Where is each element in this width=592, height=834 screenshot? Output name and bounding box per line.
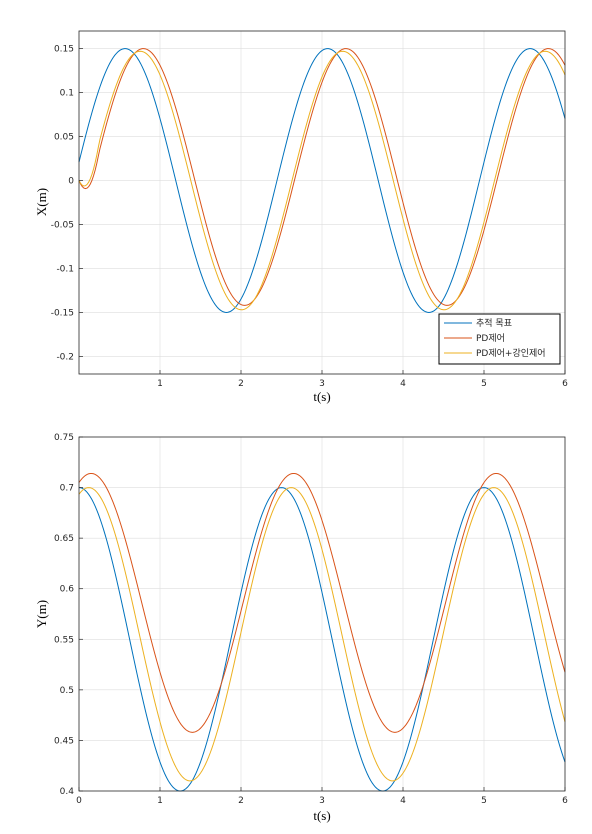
x-tick-label: 0 bbox=[76, 796, 82, 806]
x-tick-label: 1 bbox=[157, 379, 163, 389]
y-tick-label: 0.45 bbox=[54, 736, 74, 746]
x-tick-label: 4 bbox=[400, 796, 406, 806]
legend-label-target: 추적 목표 bbox=[476, 317, 512, 329]
series-line-1 bbox=[78, 472, 566, 733]
y-axis-label: Y(m) bbox=[34, 600, 49, 628]
series-line-2 bbox=[78, 487, 566, 782]
y-tick-label: -0.05 bbox=[51, 220, 74, 230]
y-axis-label: X(m) bbox=[34, 188, 49, 216]
y-tick-label: 0.4 bbox=[60, 787, 75, 797]
legend-label-pd: PD제어 bbox=[476, 333, 505, 344]
x-tick-label: 2 bbox=[238, 379, 244, 389]
y-tick-label: 0.5 bbox=[60, 686, 74, 696]
x-position-chart: 1 2 3 4 5 6 0.15 0.1 0.05 0 -0.05 -0.1 -0.15 -0.2 t(s… bbox=[34, 30, 568, 404]
x-tick-label: 3 bbox=[319, 796, 325, 806]
legend-box bbox=[438, 313, 561, 365]
x-tick-label: 5 bbox=[481, 379, 487, 389]
x-tick-label: 5 bbox=[481, 796, 487, 806]
x-tick-label: 6 bbox=[562, 796, 568, 806]
grid bbox=[79, 31, 565, 374]
y-tick-label: 0.7 bbox=[60, 484, 74, 494]
y-tick-label: 0.05 bbox=[54, 133, 74, 143]
x-tick-label: 4 bbox=[400, 379, 406, 389]
series-line-0 bbox=[78, 487, 566, 792]
y-position-chart: 0 1 2 3 4 5 6 0.75 0.7 0.65 0.6 0.55 0.5 0.45 0.4 t(s)… bbox=[34, 433, 568, 823]
y-tick-label: 0.1 bbox=[60, 89, 74, 99]
ticks: 1 2 3 4 5 6 0.15 0.1 0.05 0 -0.05 -0.1 -0.15 -0.2 bbox=[51, 45, 568, 389]
legend-label-pd-robust: PD제어+강인제어 bbox=[476, 348, 546, 359]
y-tick-label: -0.15 bbox=[51, 308, 74, 318]
series-line-0 bbox=[78, 48, 566, 313]
x-tick-label: 2 bbox=[238, 796, 244, 806]
y-tick-label: -0.2 bbox=[56, 352, 74, 362]
series-line-1 bbox=[78, 48, 566, 306]
x-axis-label: t(s) bbox=[313, 389, 330, 404]
y-tick-label: 0.6 bbox=[60, 585, 75, 595]
x-tick-label: 1 bbox=[157, 796, 163, 806]
series-line-2 bbox=[78, 50, 566, 311]
x-axis-label: t(s) bbox=[313, 808, 330, 823]
y-tick-label: 0.65 bbox=[54, 534, 74, 544]
y-tick-label: 0.55 bbox=[54, 635, 74, 645]
y-tick-label: 0.75 bbox=[54, 433, 74, 443]
x-tick-label: 6 bbox=[562, 379, 568, 389]
y-tick-label: -0.1 bbox=[56, 264, 74, 274]
grid bbox=[79, 437, 565, 791]
x-tick-label: 3 bbox=[319, 379, 325, 389]
series-lines bbox=[78, 472, 566, 792]
ticks: 0 1 2 3 4 5 6 0.75 0.7 0.65 0.6 0.55 0.5 0.45 0.4 bbox=[54, 433, 568, 806]
y-tick-label: 0 bbox=[68, 177, 74, 187]
legend: 추적 목표 PD제어 PD제어+강인제어 bbox=[438, 313, 561, 365]
series-lines bbox=[78, 48, 566, 313]
y-tick-label: 0.15 bbox=[54, 45, 74, 55]
